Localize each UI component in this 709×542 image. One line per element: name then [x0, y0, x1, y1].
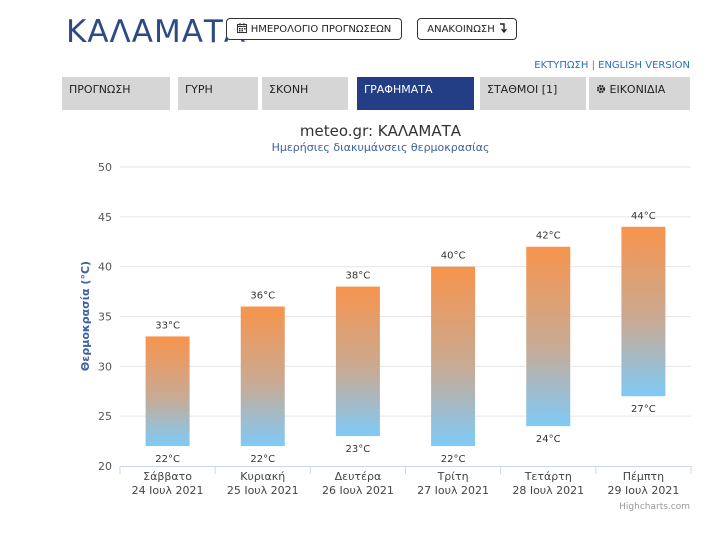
x-day-label: Τρίτη: [437, 470, 469, 483]
temperature-chart: meteo.gr: ΚΑΛΑΜΑΤΑ Ημερήσιες διακυμάνσει…: [0, 118, 709, 538]
high-temp-label: 36°C: [250, 291, 275, 302]
x-date-label: 25 Ιουλ 2021: [227, 484, 299, 497]
x-day-label: Κυριακή: [240, 470, 285, 483]
y-tick-label: 50: [98, 161, 112, 174]
temperature-range-bar: [526, 246, 571, 427]
y-tick-label: 25: [98, 410, 112, 423]
top-links: ΕΚΤΥΠΩΣΗ | ENGLISH VERSION: [534, 60, 690, 71]
low-temp-label: 24°C: [536, 434, 561, 445]
x-day-label: Τετάρτη: [524, 470, 572, 483]
x-day-label: Πέμπτη: [623, 470, 664, 483]
tab-label: ΣΤΑΘΜΟΙ [1]: [487, 83, 558, 96]
tab-label: ΓΡΑΦΗΜΑΤΑ: [364, 83, 433, 96]
low-temp-label: 27°C: [631, 404, 656, 415]
forecast-calendar-button[interactable]: ΗΜΕΡΟΛΟΓΙΟ ΠΡΟΓΝΩΣΕΩΝ: [226, 18, 402, 40]
announcement-label: ΑΝΑΚΟΙΝΩΣΗ: [427, 23, 495, 35]
x-date-label: 29 Ιουλ 2021: [607, 484, 679, 497]
gear-icon: [596, 83, 610, 96]
high-temp-label: 33°C: [155, 320, 180, 331]
tab-icons[interactable]: ΕΙΚΟΝΙΔΙΑ: [589, 77, 690, 110]
tab-dust[interactable]: ΣΚΟΝΗ: [262, 77, 348, 110]
temperature-range-bar: [621, 226, 666, 397]
return-arrow-icon: [499, 22, 507, 36]
highcharts-credit[interactable]: Highcharts.com: [619, 502, 690, 512]
high-temp-label: 42°C: [536, 231, 561, 242]
low-temp-label: 22°C: [250, 454, 275, 465]
y-tick-label: 35: [98, 311, 112, 324]
x-day-label: Δευτέρα: [335, 470, 382, 483]
low-temp-label: 22°C: [441, 454, 466, 465]
y-axis-label: Θερμοκρασία (°C): [79, 261, 92, 371]
chart-subtitle: Ημερήσιες διακυμάνσεις θερμοκρασίας: [271, 141, 490, 154]
tab-pollen[interactable]: ΓΥΡΗ: [178, 77, 258, 110]
y-tick-label: 20: [98, 460, 112, 473]
tab-charts[interactable]: ΓΡΑΦΗΜΑΤΑ: [357, 77, 474, 110]
y-tick-label: 45: [98, 211, 112, 224]
tab-label: ΠΡΟΓΝΩΣΗ: [69, 83, 131, 96]
y-tick-label: 30: [98, 360, 112, 373]
x-date-label: 28 Ιουλ 2021: [512, 484, 584, 497]
city-title: ΚΑΛΑΜΑΤΑ: [66, 14, 247, 50]
x-date-label: 24 Ιουλ 2021: [132, 484, 204, 497]
tab-label: ΕΙΚΟΝΙΔΙΑ: [609, 83, 666, 96]
low-temp-label: 23°C: [346, 444, 371, 455]
link-separator: |: [591, 60, 595, 71]
announcement-button[interactable]: ΑΝΑΚΟΙΝΩΣΗ: [417, 18, 517, 40]
tab-forecast[interactable]: ΠΡΟΓΝΩΣΗ: [62, 77, 170, 110]
english-version-link[interactable]: ENGLISH VERSION: [598, 60, 690, 71]
print-link[interactable]: ΕΚΤΥΠΩΣΗ: [534, 60, 589, 71]
low-temp-label: 22°C: [155, 454, 180, 465]
chart-title: meteo.gr: ΚΑΛΑΜΑΤΑ: [299, 122, 462, 140]
calendar-icon: [236, 22, 247, 36]
x-date-label: 26 Ιουλ 2021: [322, 484, 394, 497]
high-temp-label: 40°C: [441, 251, 466, 262]
x-date-label: 27 Ιουλ 2021: [417, 484, 489, 497]
temperature-range-bar: [240, 306, 285, 447]
y-tick-label: 40: [98, 261, 112, 274]
tab-stations[interactable]: ΣΤΑΘΜΟΙ [1]: [480, 77, 586, 110]
high-temp-label: 44°C: [631, 211, 656, 222]
temperature-range-bar: [431, 266, 476, 447]
high-temp-label: 38°C: [346, 271, 371, 282]
temperature-range-bar: [145, 336, 190, 447]
temperature-range-bar: [335, 286, 380, 437]
tab-label: ΣΚΟΝΗ: [269, 83, 309, 96]
x-day-label: Σάββατο: [143, 470, 192, 483]
forecast-calendar-label: ΗΜΕΡΟΛΟΓΙΟ ΠΡΟΓΝΩΣΕΩΝ: [250, 23, 392, 35]
tab-label: ΓΥΡΗ: [185, 83, 213, 96]
